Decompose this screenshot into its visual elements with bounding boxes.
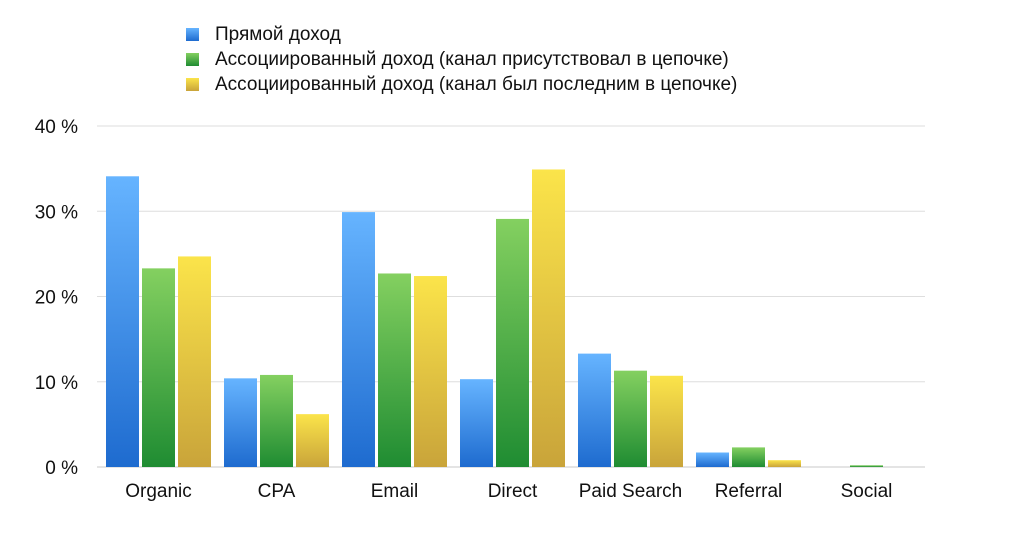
bar-referral-series-2 bbox=[732, 447, 765, 467]
bar-paid-search-series-2 bbox=[614, 370, 647, 467]
legend-swatch-green bbox=[186, 53, 199, 66]
bar-social-series-2 bbox=[850, 465, 883, 467]
legend-label: Ассоциированный доход (канал был последн… bbox=[215, 74, 738, 95]
y-tick-label: 20 % bbox=[35, 288, 78, 309]
bar-organic-series-2 bbox=[142, 268, 175, 467]
legend-swatch-yellow bbox=[186, 78, 199, 91]
legend-label: Прямой доход bbox=[215, 24, 341, 45]
x-tick-label: Paid Search bbox=[579, 481, 683, 502]
x-tick-label: Social bbox=[841, 481, 893, 502]
bar-referral-series-3 bbox=[768, 460, 801, 467]
bar-direct-series-2 bbox=[496, 218, 529, 467]
bar-direct-series-3 bbox=[532, 169, 565, 468]
bar-referral-series-1 bbox=[696, 452, 729, 467]
bar-email-series-3 bbox=[414, 276, 447, 467]
bar-paid-search-series-3 bbox=[650, 375, 683, 467]
x-tick-label: Direct bbox=[488, 481, 538, 502]
y-tick-label: 10 % bbox=[35, 373, 78, 394]
y-tick-label: 0 % bbox=[45, 458, 78, 479]
legend-item-assisted-present: Ассоциированный доход (канал присутствов… bbox=[186, 47, 737, 72]
x-tick-label: Organic bbox=[125, 481, 192, 502]
y-tick-label: 30 % bbox=[35, 202, 78, 223]
bar-email-series-1 bbox=[342, 212, 375, 467]
legend: Прямой доход Ассоциированный доход (кана… bbox=[186, 22, 737, 97]
x-tick-label: CPA bbox=[258, 481, 296, 502]
bar-cpa-series-1 bbox=[224, 378, 257, 467]
legend-item-direct-revenue: Прямой доход bbox=[186, 22, 737, 47]
legend-swatch-blue bbox=[186, 28, 199, 41]
x-tick-label: Email bbox=[371, 481, 419, 502]
legend-item-assisted-last: Ассоциированный доход (канал был последн… bbox=[186, 72, 737, 97]
bar-cpa-series-2 bbox=[260, 374, 293, 467]
bar-direct-series-1 bbox=[460, 379, 493, 467]
bar-email-series-2 bbox=[378, 273, 411, 467]
bar-cpa-series-3 bbox=[296, 414, 329, 467]
y-tick-label: 40 % bbox=[35, 117, 78, 138]
x-tick-label: Referral bbox=[715, 481, 783, 502]
bar-organic-series-3 bbox=[178, 256, 211, 467]
bar-paid-search-series-1 bbox=[578, 353, 611, 467]
legend-label: Ассоциированный доход (канал присутствов… bbox=[215, 49, 729, 70]
bar-organic-series-1 bbox=[106, 176, 139, 468]
